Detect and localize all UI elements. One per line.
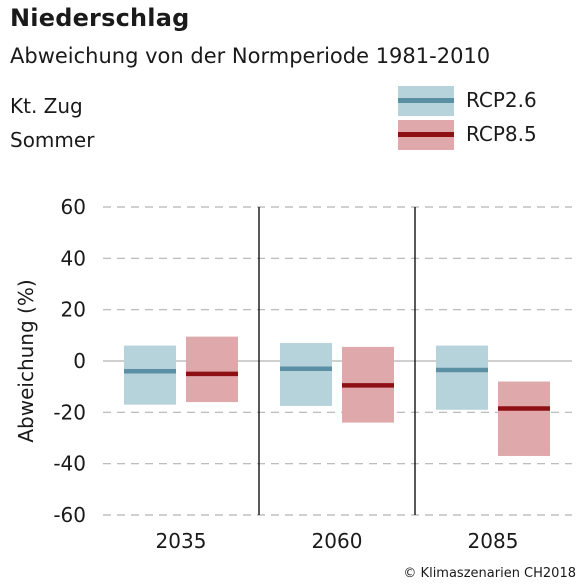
y-tick-label: 20 (61, 298, 86, 322)
legend-line-rcp26 (398, 98, 454, 103)
x-tick-label: 2085 (468, 529, 519, 553)
range-box-rcp26-2060 (280, 343, 332, 406)
y-tick-label: 60 (61, 195, 86, 219)
y-tick-label: 0 (73, 349, 86, 373)
chart-title: Niederschlag (10, 4, 190, 32)
y-axis-label: Abweichung (%) (14, 279, 38, 442)
copyright-credit: © Klimaszenarien CH2018 (403, 566, 576, 581)
legend-item-rcp85: RCP8.5 (398, 120, 578, 154)
y-tick-label: -60 (53, 503, 86, 527)
range-box-rcp26-2035 (124, 345, 176, 405)
legend: RCP2.6 RCP8.5 (398, 86, 578, 154)
range-box-rcp85-2085 (498, 381, 550, 456)
y-tick-label: -20 (53, 400, 86, 424)
chart-subtitle: Abweichung von der Normperiode 1981-2010 (10, 44, 491, 68)
season-label: Sommer (10, 128, 95, 152)
x-tick-label: 2035 (156, 529, 207, 553)
legend-line-rcp85 (398, 132, 454, 137)
y-tick-label: -40 (53, 452, 86, 476)
legend-label-rcp26: RCP2.6 (466, 88, 537, 112)
region-label: Kt. Zug (10, 94, 83, 118)
range-box-rcp85-2035 (186, 336, 238, 403)
y-tick-label: 40 (61, 246, 86, 270)
legend-label-rcp85: RCP8.5 (466, 122, 537, 146)
x-tick-label: 2060 (312, 529, 363, 553)
legend-item-rcp26: RCP2.6 (398, 86, 578, 120)
range-box-rcp26-2085 (436, 345, 488, 410)
